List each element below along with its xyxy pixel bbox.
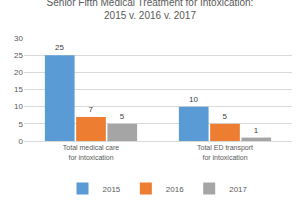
svg-text:5: 5 [223, 112, 228, 121]
svg-text:0: 0 [19, 137, 24, 146]
svg-text:2016: 2016 [166, 185, 184, 194]
svg-text:10: 10 [14, 102, 23, 111]
svg-text:30: 30 [14, 34, 23, 43]
svg-text:7: 7 [89, 105, 94, 114]
svg-text:25: 25 [55, 43, 64, 52]
svg-text:2017: 2017 [229, 185, 247, 194]
svg-text:Senior Fifth Medical Treatment: Senior Fifth Medical Treatment for Intox… [47, 0, 254, 21]
svg-text:5: 5 [19, 120, 24, 129]
svg-text:25: 25 [14, 51, 23, 60]
svg-text:2015: 2015 [103, 185, 121, 194]
svg-text:Total ED transportfor intoxica: Total ED transportfor intoxication [197, 144, 253, 160]
svg-text:1: 1 [254, 126, 259, 135]
svg-text:5: 5 [120, 112, 125, 121]
svg-text:20: 20 [14, 68, 23, 77]
svg-text:Total medical carefor intoxica: Total medical carefor intoxication [63, 144, 120, 160]
svg-text:10: 10 [189, 95, 198, 104]
svg-text:15: 15 [14, 85, 23, 94]
